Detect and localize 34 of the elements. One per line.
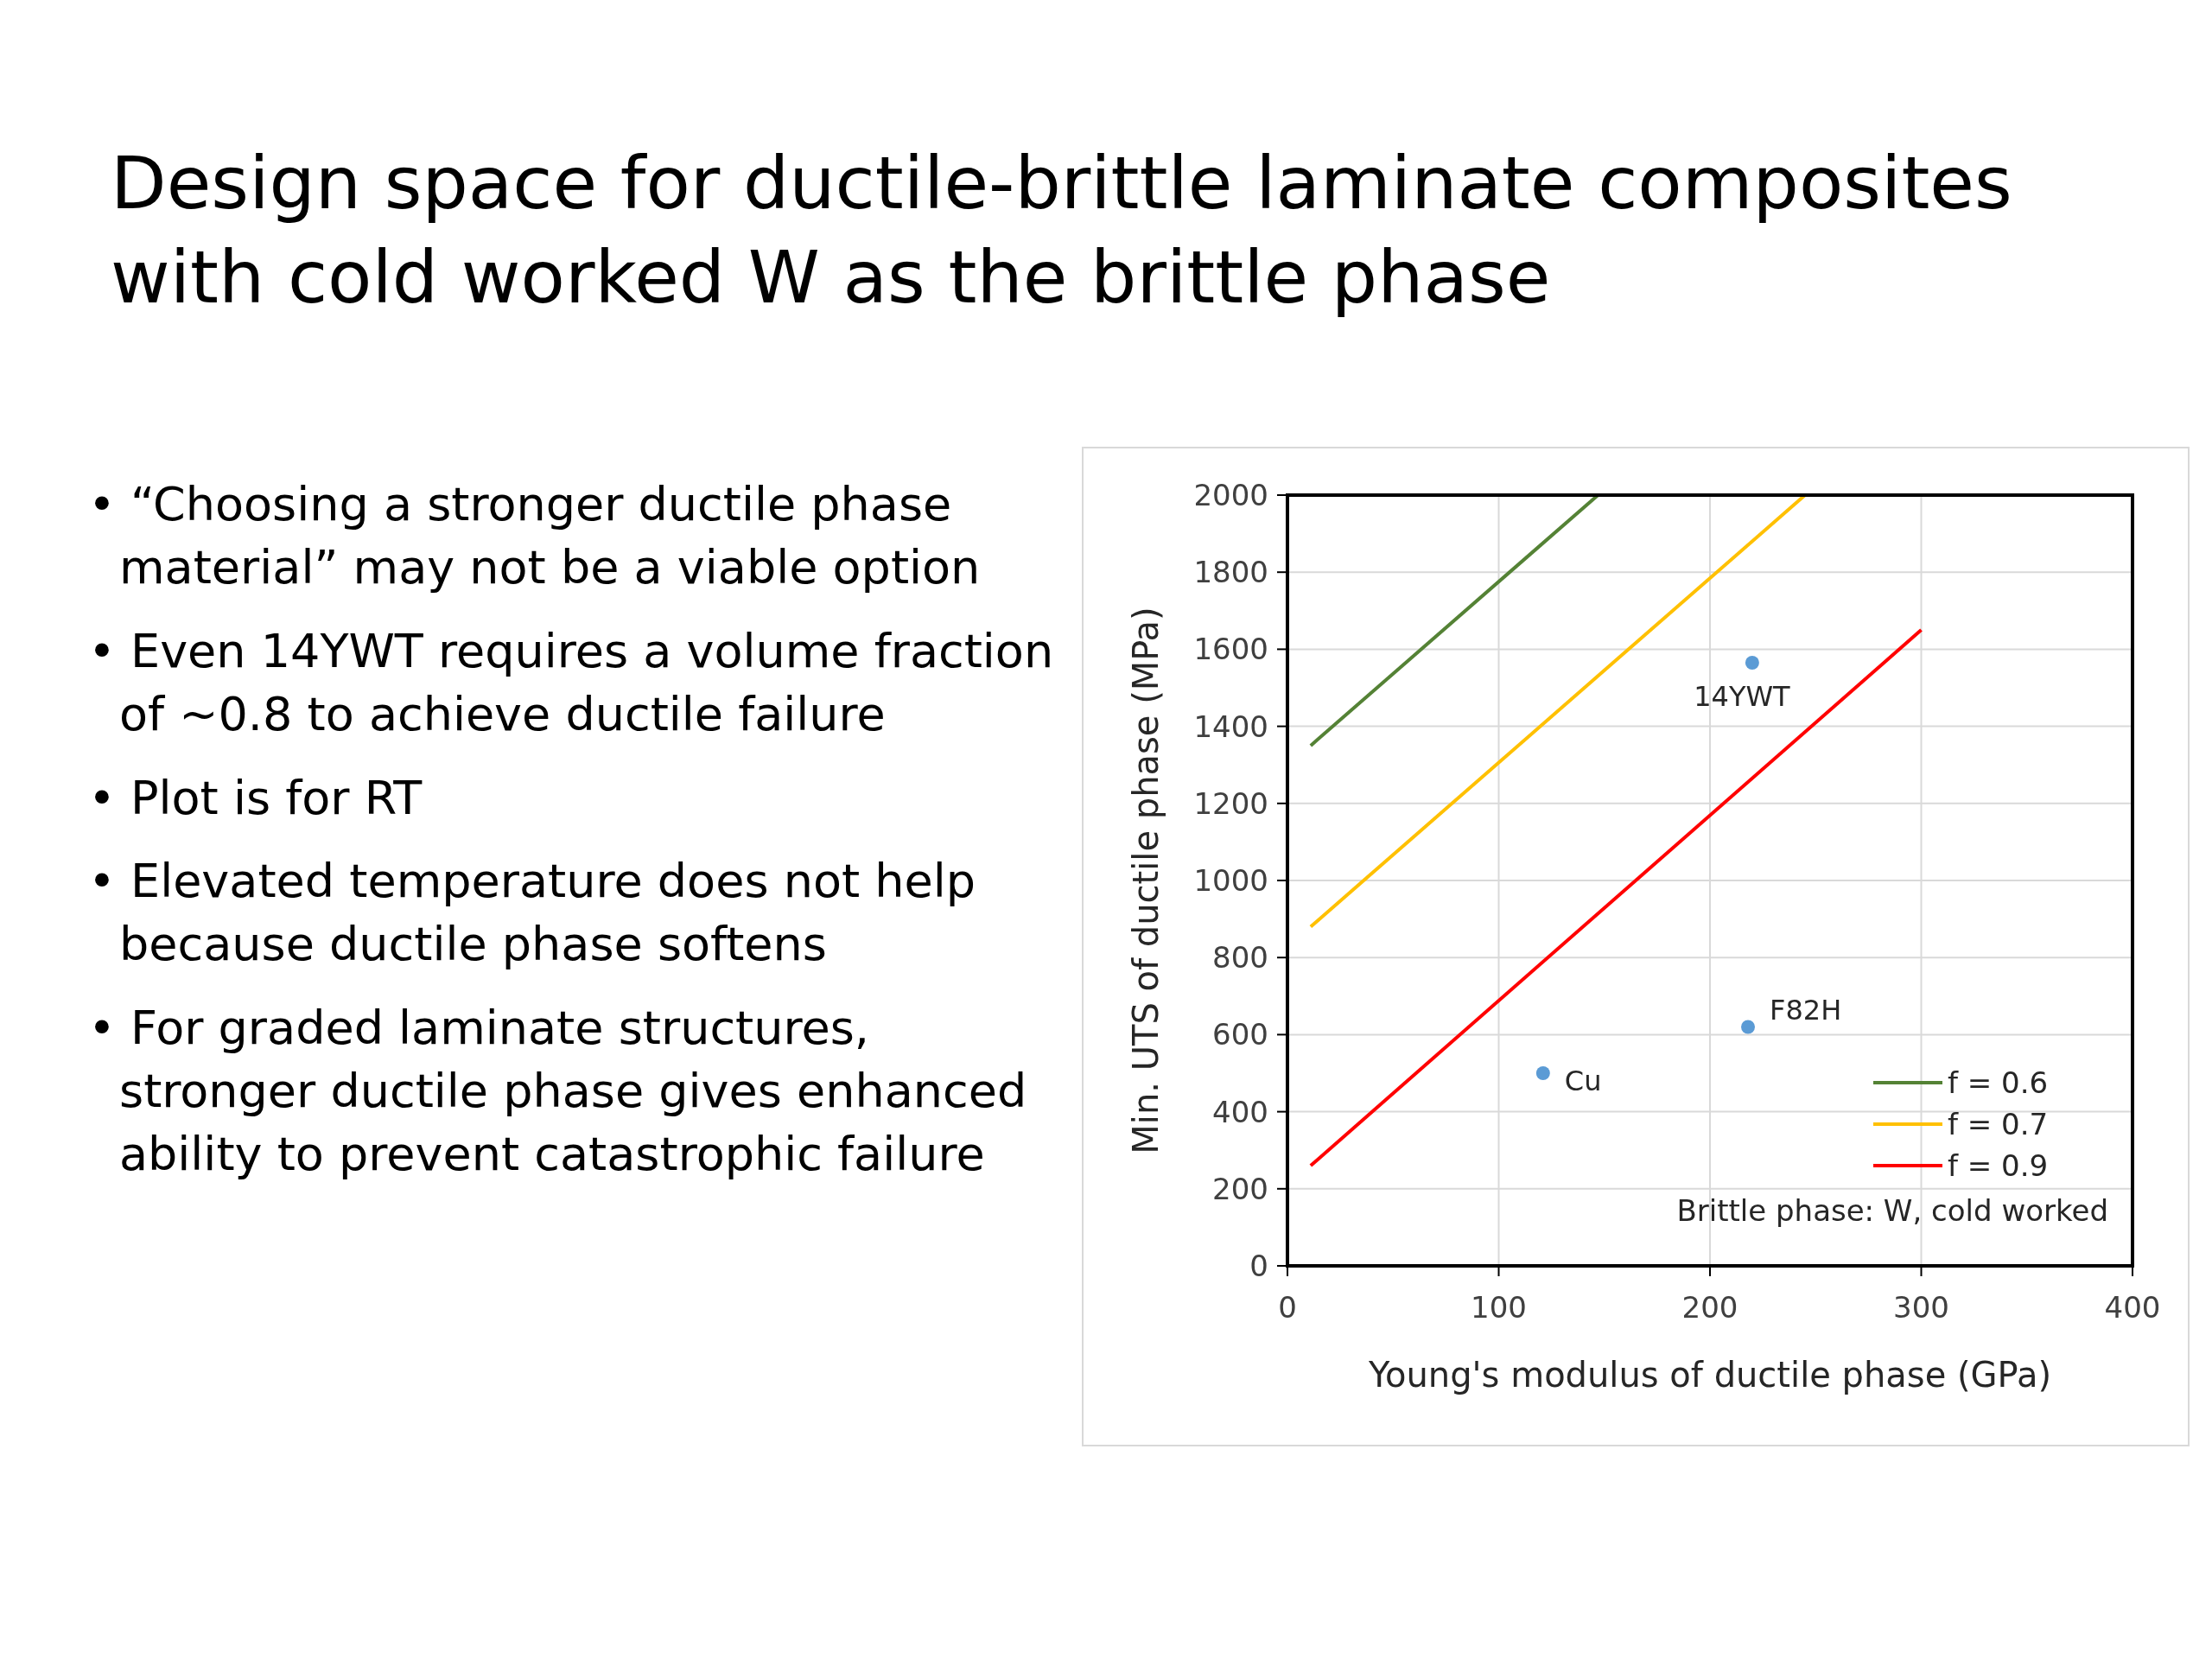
y-tick-label: 800 — [1212, 940, 1268, 976]
y-tick-label: 0 — [1249, 1249, 1268, 1283]
x-tick-label: 0 — [1278, 1290, 1297, 1325]
point — [1741, 1020, 1756, 1034]
text: • Elevated temperature does not help because ductile phase softens — [88, 853, 976, 974]
text: • “Choosing a stronger ductile phase material” may not be a viable option — [88, 476, 982, 596]
annotation: Brittle phase: W, cold worked — [1676, 1193, 2108, 1228]
y-axis-title: Min. UTS of ductile phase (MPa) — [1126, 607, 1166, 1154]
legend-label: f = 0.6 — [1948, 1065, 2049, 1100]
text: • Plot is for RT — [88, 769, 423, 827]
x-tick-label: 100 — [1471, 1290, 1527, 1325]
y-tick-label: 600 — [1212, 1017, 1268, 1052]
chart-title: Design space for ductile-brittle laminate composites with cold worked W as the brittle phase — [111, 140, 2013, 322]
y-tick-label: 400 — [1212, 1094, 1268, 1129]
point — [1535, 1066, 1550, 1080]
text: • For graded laminate structures, stronger ductile phase gives enhanced ability to prevent catastrophic failure — [88, 1000, 1028, 1183]
point — [1745, 656, 1759, 671]
y-tick-label: 1600 — [1193, 632, 1268, 667]
x-tick-label: 200 — [1681, 1290, 1738, 1325]
annotation: Cu — [1564, 1065, 1602, 1097]
y-tick-label: 1000 — [1193, 863, 1268, 898]
y-tick-label: 1400 — [1193, 709, 1268, 744]
legend-label: f = 0.7 — [1948, 1107, 2049, 1141]
legend-label: f = 0.9 — [1948, 1148, 2049, 1183]
x-axis-title: Young's modulus of ductile phase (GPa) — [1367, 1355, 2052, 1395]
y-tick-label: 1800 — [1193, 555, 1268, 590]
x-tick-label: 300 — [1893, 1290, 1949, 1325]
annotation: F82H — [1770, 994, 1842, 1027]
annotation: 14YWT — [1694, 680, 1791, 714]
y-tick-label: 1200 — [1193, 785, 1268, 821]
text: • Even 14YWT requires a volume fraction of ~0.8 to achieve ductile failure — [88, 622, 1055, 743]
x-tick-label: 400 — [2104, 1290, 2161, 1325]
y-tick-label: 2000 — [1193, 478, 1268, 512]
y-tick-label: 200 — [1212, 1171, 1268, 1206]
